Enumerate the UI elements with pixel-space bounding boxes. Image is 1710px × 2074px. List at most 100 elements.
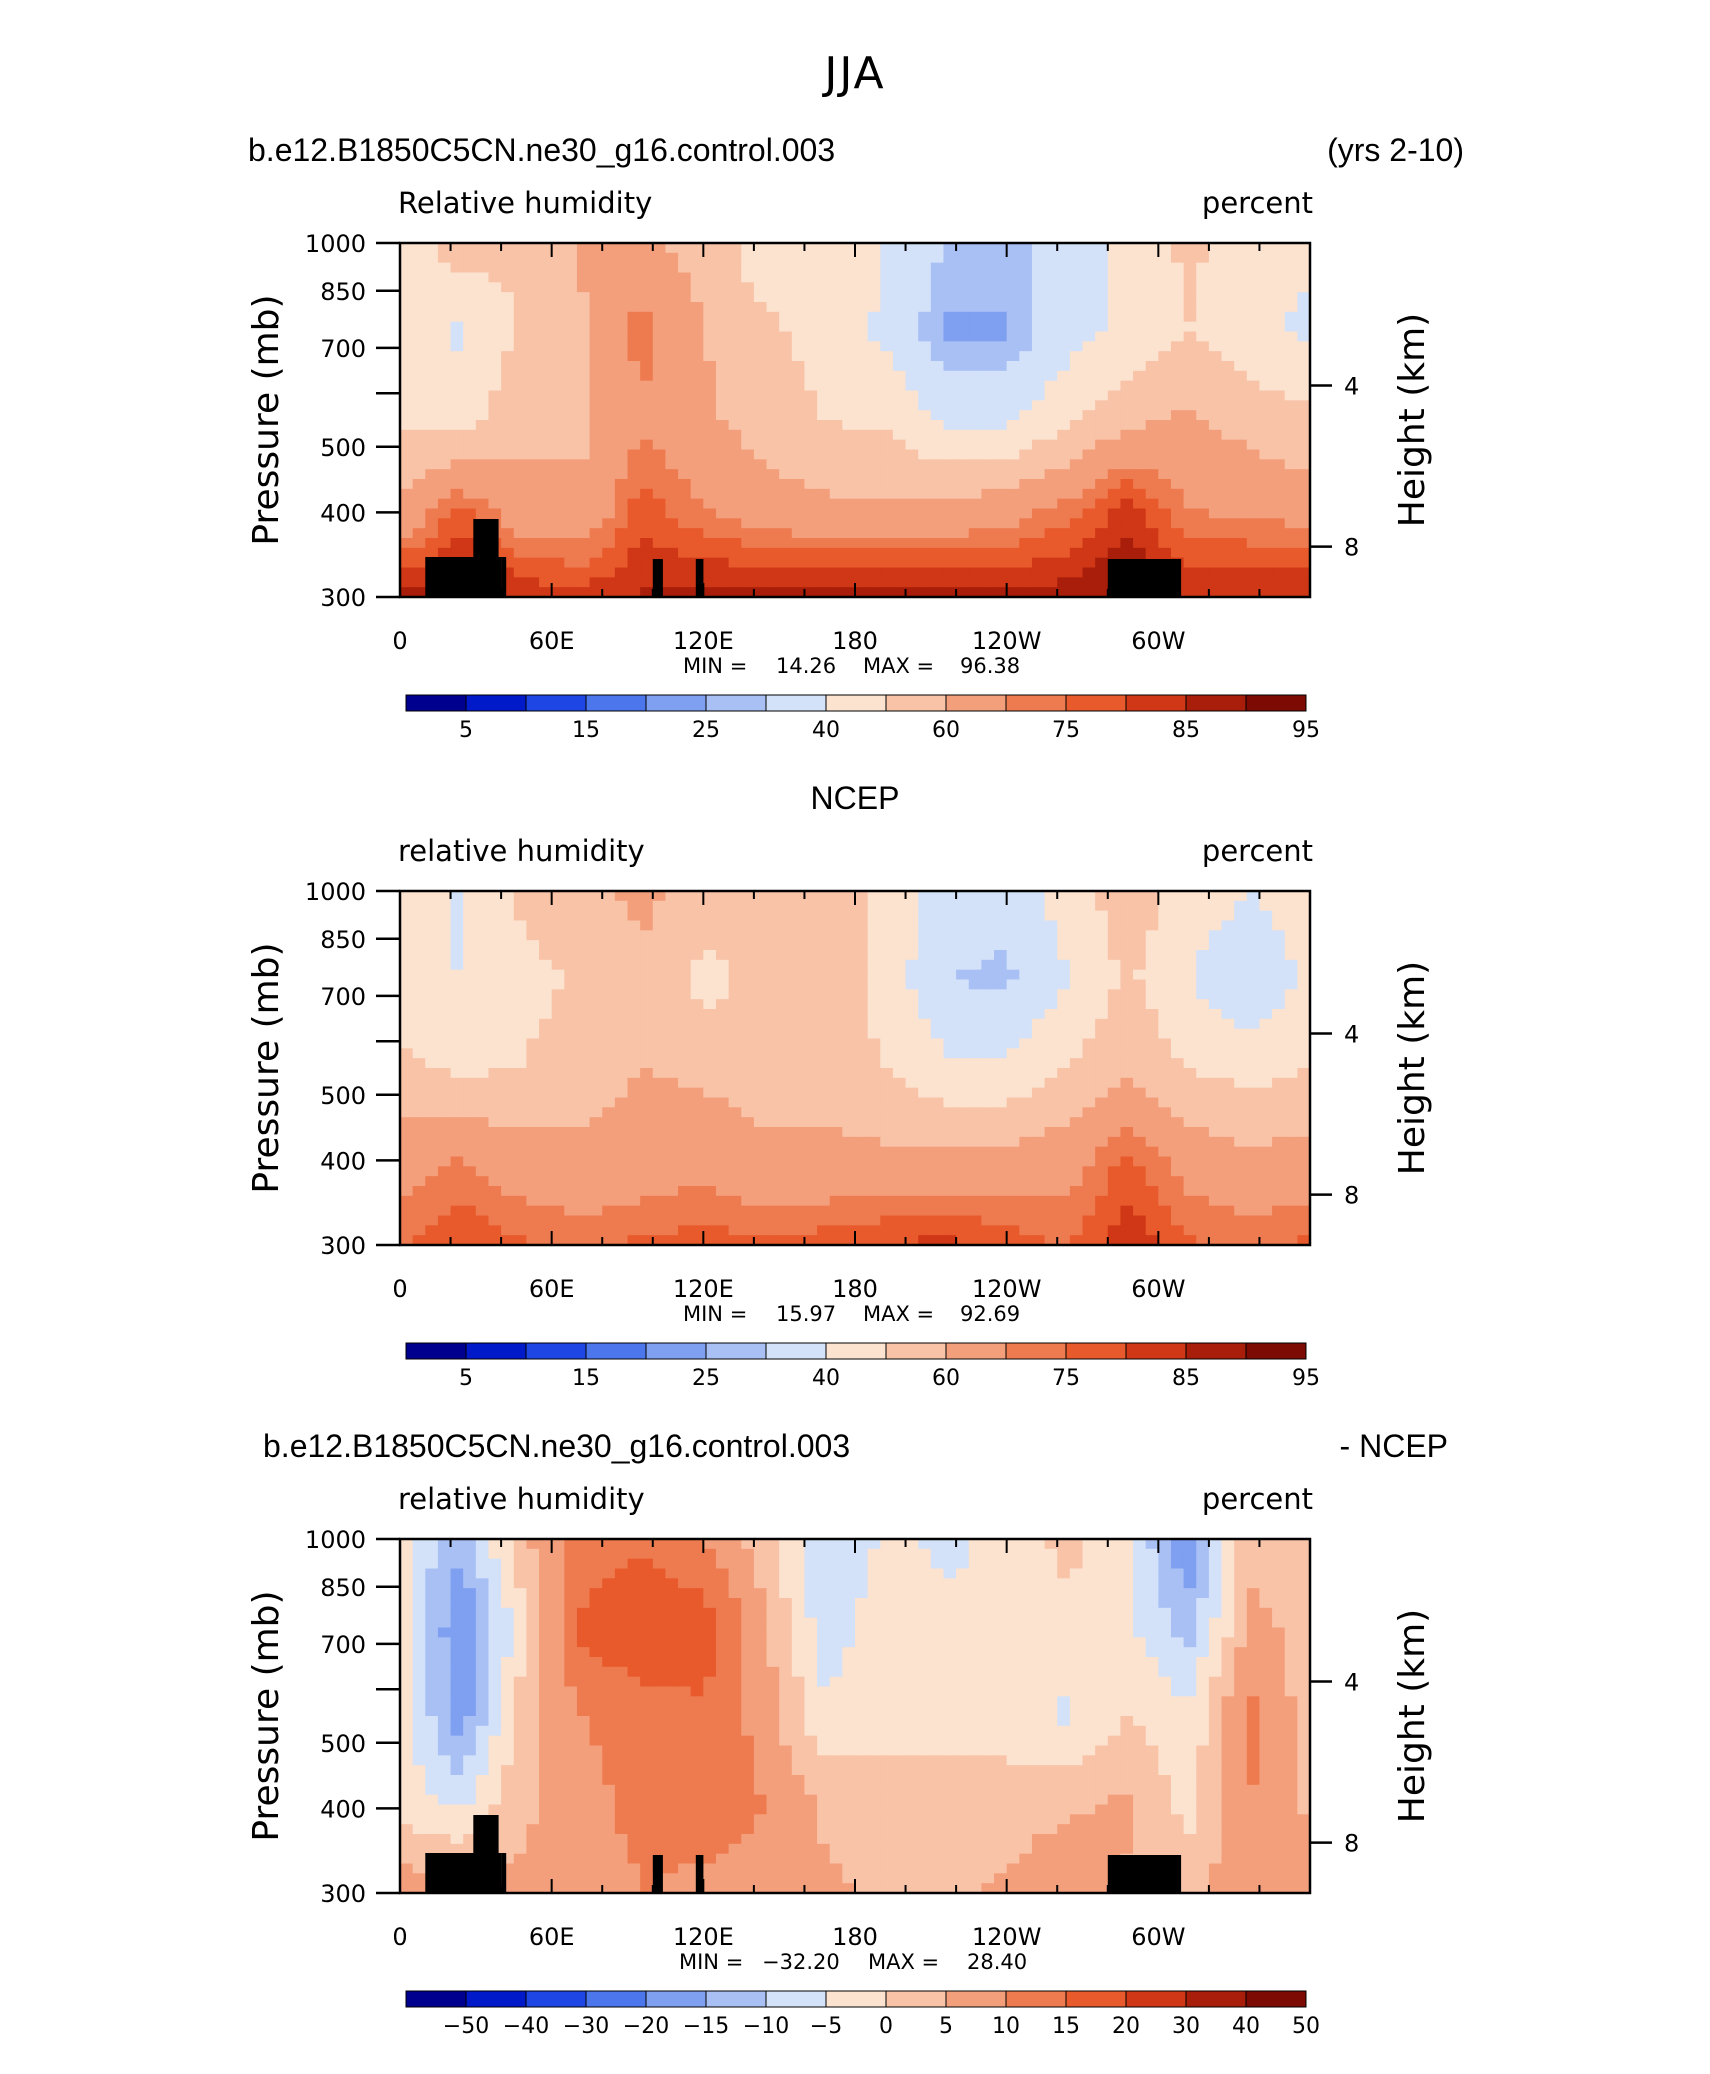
field-cell bbox=[501, 979, 515, 990]
field-cell bbox=[640, 1127, 654, 1138]
field-cell bbox=[779, 282, 793, 293]
field-cell bbox=[905, 420, 919, 431]
field-cell bbox=[741, 567, 755, 578]
field-cell bbox=[1284, 321, 1298, 333]
field-cell bbox=[779, 1028, 793, 1040]
field-cell bbox=[791, 538, 806, 549]
field-cell bbox=[1069, 1156, 1084, 1167]
field-cell bbox=[1272, 282, 1286, 293]
field-cell bbox=[867, 1087, 881, 1099]
field-cell bbox=[880, 1097, 894, 1108]
field-cell bbox=[690, 341, 704, 352]
field-cell bbox=[817, 920, 831, 931]
field-cell bbox=[1082, 429, 1096, 441]
field-cell bbox=[804, 488, 818, 500]
field-cell bbox=[1170, 488, 1185, 500]
field-cell bbox=[1208, 420, 1223, 431]
field-cell bbox=[1183, 1127, 1197, 1138]
field-cell bbox=[753, 341, 768, 352]
field-cell bbox=[488, 420, 502, 431]
field-cell bbox=[1082, 488, 1096, 500]
field-cell bbox=[1082, 1009, 1096, 1020]
field-cell bbox=[1133, 1028, 1147, 1040]
field-cell bbox=[892, 1176, 907, 1187]
field-cell bbox=[513, 272, 527, 283]
field-cell bbox=[1120, 292, 1134, 303]
field-cell bbox=[1044, 979, 1058, 990]
field-cell bbox=[1145, 449, 1159, 460]
field-cell bbox=[576, 459, 591, 470]
field-cell bbox=[1297, 969, 1311, 981]
field-cell bbox=[930, 528, 945, 539]
field-cell bbox=[880, 959, 894, 971]
field-cell bbox=[1082, 1127, 1096, 1138]
field-cell bbox=[741, 1077, 755, 1089]
field-cell bbox=[1057, 390, 1071, 401]
field-cell bbox=[1272, 1117, 1286, 1128]
field-cell bbox=[678, 459, 692, 470]
field-cell bbox=[627, 429, 641, 441]
field-cell bbox=[1297, 282, 1311, 293]
field-cell bbox=[842, 538, 856, 549]
field-cell bbox=[551, 370, 565, 382]
field-cell bbox=[753, 979, 768, 990]
field-cell bbox=[526, 959, 540, 971]
field-cell bbox=[867, 331, 881, 342]
field-cell bbox=[1208, 321, 1223, 333]
field-cell bbox=[1095, 1136, 1109, 1148]
field-cell bbox=[1057, 1146, 1071, 1158]
field-cell bbox=[728, 1127, 742, 1138]
field-cell bbox=[475, 331, 490, 342]
field-cell bbox=[652, 429, 667, 441]
field-cell bbox=[425, 282, 439, 293]
field-cell bbox=[678, 989, 692, 1000]
field-cell bbox=[842, 292, 856, 303]
field-cell bbox=[1246, 410, 1261, 421]
field-cell bbox=[766, 528, 780, 539]
field-cell bbox=[1120, 1146, 1134, 1158]
field-cell bbox=[918, 1068, 932, 1079]
field-cell bbox=[867, 1186, 881, 1197]
field-cell bbox=[678, 557, 692, 569]
field-cell bbox=[425, 1176, 439, 1187]
field-cell bbox=[1145, 1156, 1159, 1167]
field-cell bbox=[981, 252, 995, 264]
field-cell bbox=[678, 910, 692, 922]
field-cell bbox=[1095, 410, 1109, 421]
field-cell bbox=[513, 488, 527, 500]
field-cell bbox=[842, 1107, 856, 1118]
field-cell bbox=[690, 1048, 704, 1059]
field-cell bbox=[1259, 1107, 1273, 1118]
field-cell bbox=[981, 498, 995, 510]
field-cell bbox=[728, 429, 742, 441]
field-cell bbox=[1044, 302, 1058, 313]
field-cell bbox=[1234, 262, 1248, 274]
field-cell bbox=[412, 1117, 426, 1128]
field-cell bbox=[956, 302, 970, 313]
field-cell bbox=[690, 518, 704, 529]
field-cell bbox=[1196, 292, 1210, 303]
field-cell bbox=[1031, 1195, 1046, 1207]
field-cell bbox=[1019, 498, 1033, 510]
field-cell bbox=[412, 331, 426, 342]
field-cell bbox=[1082, 390, 1096, 401]
field-cell bbox=[842, 351, 856, 362]
field-cell bbox=[829, 380, 843, 392]
field-cell bbox=[1082, 243, 1096, 254]
field-cell bbox=[956, 488, 970, 500]
field-cell bbox=[640, 1087, 654, 1099]
field-cell bbox=[1297, 1186, 1311, 1197]
field-cell bbox=[678, 449, 692, 460]
field-cell bbox=[728, 420, 742, 431]
field-cell bbox=[981, 262, 995, 274]
field-cell bbox=[1234, 920, 1248, 931]
field-cell bbox=[551, 1107, 565, 1118]
field-cell bbox=[551, 262, 565, 274]
field-cell bbox=[652, 459, 667, 470]
field-cell bbox=[652, 410, 667, 421]
field-cell bbox=[956, 1176, 970, 1187]
field-cell bbox=[956, 979, 970, 990]
field-cell bbox=[741, 311, 755, 323]
field-cell bbox=[1120, 959, 1134, 971]
field-cell bbox=[690, 272, 704, 283]
